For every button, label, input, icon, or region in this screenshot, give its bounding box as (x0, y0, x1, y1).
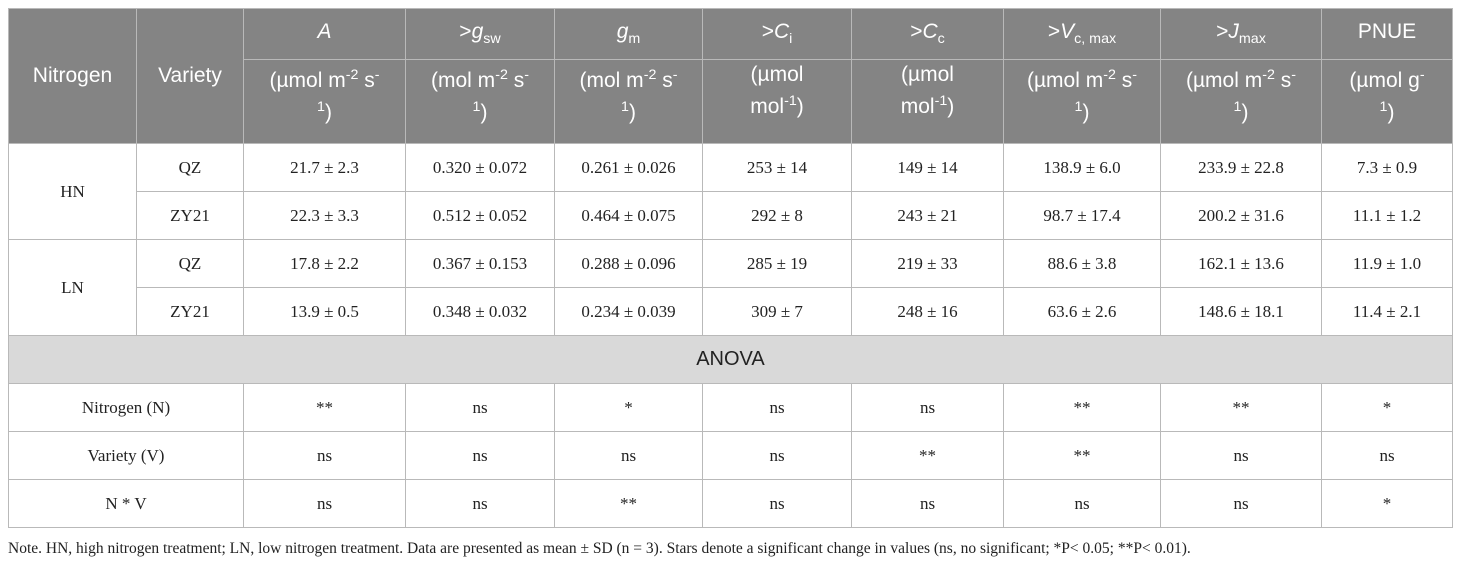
header-unit-cc: (µmol mol-1) (851, 59, 1004, 144)
value-cell: 0.348 ± 0.032 (405, 287, 555, 336)
significance-cell: ns (702, 431, 852, 480)
table-row: Nitrogen (N) ** ns * ns ns ** ** * (8, 383, 1453, 432)
value-cell: 0.512 ± 0.052 (405, 191, 555, 240)
value-cell: 11.1 ± 1.2 (1321, 191, 1453, 240)
header-unit-a: (µmol m-2 s- 1) (243, 59, 406, 144)
header-symbol-gsw: >gsw (405, 8, 555, 60)
variety-cell: QZ (136, 239, 244, 288)
header-symbol-vcmax: >Vc, max (1003, 8, 1161, 60)
header-symbol-ci: >Ci (702, 8, 852, 60)
header-unit-gsw: (mol m-2 s- 1) (405, 59, 555, 144)
header-variety: Variety (136, 8, 244, 144)
variety-cell: QZ (136, 143, 244, 192)
value-cell: 200.2 ± 31.6 (1160, 191, 1322, 240)
significance-cell: ns (405, 383, 555, 432)
table-row: ZY21 22.3 ± 3.3 0.512 ± 0.052 0.464 ± 0.… (9, 191, 1453, 240)
header-nitrogen: Nitrogen (8, 8, 137, 144)
nitrogen-cell: LN (8, 239, 137, 336)
significance-cell: * (1321, 383, 1453, 432)
significance-cell: ns (1321, 431, 1453, 480)
value-cell: 0.234 ± 0.039 (554, 287, 703, 336)
header-unit-ci: (µmol mol-1) (702, 59, 852, 144)
significance-cell: ** (1003, 383, 1161, 432)
factor-cell: Variety (V) (8, 431, 244, 480)
significance-cell: ns (405, 479, 555, 528)
value-cell: 63.6 ± 2.6 (1003, 287, 1161, 336)
significance-cell: ns (1003, 479, 1161, 528)
significance-cell: ns (1160, 479, 1322, 528)
value-cell: 148.6 ± 18.1 (1160, 287, 1322, 336)
value-cell: 248 ± 16 (851, 287, 1004, 336)
value-cell: 285 ± 19 (702, 239, 852, 288)
header-symbol-cc: >Cc (851, 8, 1004, 60)
value-cell: 138.9 ± 6.0 (1003, 143, 1161, 192)
table-row: N * V ns ns ** ns ns ns ns * (8, 479, 1453, 528)
significance-cell: ** (851, 431, 1004, 480)
value-cell: 11.9 ± 1.0 (1321, 239, 1453, 288)
value-cell: 0.367 ± 0.153 (405, 239, 555, 288)
header-unit-vcmax: (µmol m-2 s- 1) (1003, 59, 1161, 144)
value-cell: 0.320 ± 0.072 (405, 143, 555, 192)
value-cell: 17.8 ± 2.2 (243, 239, 406, 288)
value-cell: 243 ± 21 (851, 191, 1004, 240)
value-cell: 21.7 ± 2.3 (243, 143, 406, 192)
value-cell: 162.1 ± 13.6 (1160, 239, 1322, 288)
significance-cell: ** (243, 383, 406, 432)
significance-cell: ns (702, 479, 852, 528)
value-cell: 292 ± 8 (702, 191, 852, 240)
significance-cell: ns (243, 431, 406, 480)
header-symbol-jmax: >Jmax (1160, 8, 1322, 60)
value-cell: 0.464 ± 0.075 (554, 191, 703, 240)
significance-cell: ns (243, 479, 406, 528)
table-row: ZY21 13.9 ± 0.5 0.348 ± 0.032 0.234 ± 0.… (9, 287, 1453, 336)
header-unit-gm: (mol m-2 s- 1) (554, 59, 703, 144)
variety-cell: ZY21 (136, 191, 244, 240)
value-cell: 309 ± 7 (702, 287, 852, 336)
value-cell: 0.288 ± 0.096 (554, 239, 703, 288)
anova-section-row: ANOVA (8, 335, 1453, 384)
significance-cell: * (554, 383, 703, 432)
anova-label: ANOVA (8, 335, 1453, 384)
significance-cell: ** (554, 479, 703, 528)
value-cell: 149 ± 14 (851, 143, 1004, 192)
table-row: Variety (V) ns ns ns ns ** ** ns ns (8, 431, 1453, 480)
significance-cell: ns (554, 431, 703, 480)
value-cell: 219 ± 33 (851, 239, 1004, 288)
header-unit-pnue: (µmol g- 1) (1321, 59, 1453, 144)
data-table: Nitrogen Variety A >gsw gm >Ci >Cc >Vc, … (8, 8, 1453, 528)
value-cell: 22.3 ± 3.3 (243, 191, 406, 240)
significance-cell: ** (1003, 431, 1161, 480)
header-symbol-a: A (243, 8, 406, 60)
significance-cell: * (1321, 479, 1453, 528)
value-cell: 11.4 ± 2.1 (1321, 287, 1453, 336)
header-symbol-gm: gm (554, 8, 703, 60)
factor-cell: Nitrogen (N) (8, 383, 244, 432)
value-cell: 253 ± 14 (702, 143, 852, 192)
table-row: LN QZ 17.8 ± 2.2 0.367 ± 0.153 0.288 ± 0… (8, 239, 1453, 336)
significance-cell: ns (851, 479, 1004, 528)
factor-cell: N * V (8, 479, 244, 528)
header-symbol-pnue: PNUE (1321, 8, 1453, 60)
value-cell: 88.6 ± 3.8 (1003, 239, 1161, 288)
value-cell: 13.9 ± 0.5 (243, 287, 406, 336)
significance-cell: ns (1160, 431, 1322, 480)
significance-cell: ns (702, 383, 852, 432)
significance-cell: ns (405, 431, 555, 480)
value-cell: 7.3 ± 0.9 (1321, 143, 1453, 192)
nitrogen-cell: HN (8, 143, 137, 240)
value-cell: 0.261 ± 0.026 (554, 143, 703, 192)
variety-cell: ZY21 (136, 287, 244, 336)
value-cell: 233.9 ± 22.8 (1160, 143, 1322, 192)
table-row: HN QZ 21.7 ± 2.3 0.320 ± 0.072 0.261 ± 0… (8, 143, 1453, 240)
significance-cell: ns (851, 383, 1004, 432)
table-note: Note. HN, high nitrogen treatment; LN, l… (8, 540, 1191, 557)
header-unit-jmax: (µmol m-2 s- 1) (1160, 59, 1322, 144)
significance-cell: ** (1160, 383, 1322, 432)
value-cell: 98.7 ± 17.4 (1003, 191, 1161, 240)
